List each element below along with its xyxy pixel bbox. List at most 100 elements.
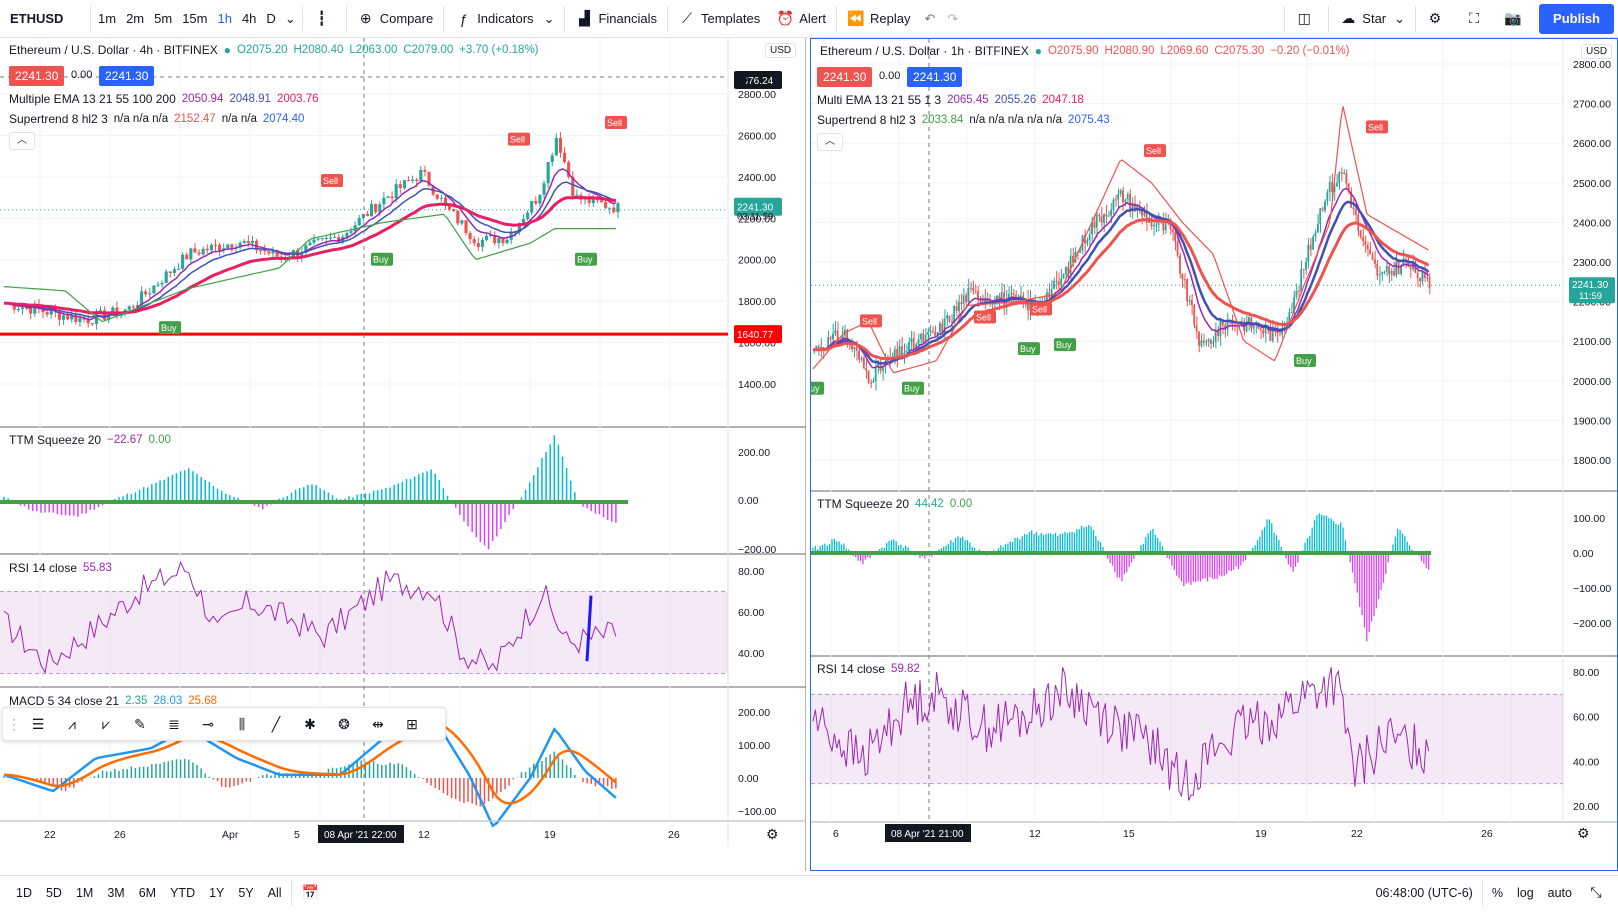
ema-line [812, 187, 1430, 369]
range-1m[interactable]: 1M [75, 885, 94, 900]
brush-icon[interactable]: ✎ [134, 715, 146, 732]
left-supertrend-legend[interactable]: Supertrend 8 hl2 3 n/a n/a n/a 2152.47 n… [9, 112, 304, 126]
log-scale-toggle[interactable]: log [1516, 885, 1534, 900]
templates-button[interactable]: ⟋ Templates [670, 0, 768, 38]
left-chart[interactable]: 2800.00 2600.00 2400.00 2200.00 2000.00 1800.… [0, 38, 806, 871]
interval-2m[interactable]: 2m [126, 11, 145, 26]
candle-body [898, 346, 901, 358]
left-rsi-legend[interactable]: RSI 14 close 55.83 [9, 561, 112, 575]
signal-buy-label: Buy [811, 384, 820, 394]
publish-button[interactable]: Publish [1539, 3, 1614, 34]
candle-body [1150, 217, 1153, 227]
range-ytd[interactable]: YTD [170, 885, 196, 900]
range-1d[interactable]: 1D [16, 885, 32, 900]
left-macd-legend[interactable]: MACD 5 34 close 21 2.35 28.03 25.68 [9, 694, 217, 708]
long-position-icon[interactable]: ⫼ [238, 715, 246, 732]
interval-D[interactable]: D [266, 11, 276, 26]
visibility-dot-icon[interactable]: ● [223, 43, 231, 57]
time-tick-label: 26 [114, 829, 126, 841]
layout-button[interactable]: ◫ [1287, 0, 1326, 38]
candle-body [353, 225, 357, 232]
candle-body [948, 315, 951, 322]
left-currency-label[interactable]: USD [765, 43, 797, 58]
crosshair-plus-icon[interactable] [735, 74, 747, 86]
clock-timezone[interactable]: 06:48:00 (UTC-6) [1375, 885, 1473, 900]
abcd-pattern-icon[interactable]: ⩗ [102, 715, 110, 732]
left-sell-button[interactable]: 2241.30 [9, 66, 65, 86]
fib-retracement-icon[interactable]: ☰ [31, 715, 45, 732]
pattern-icon[interactable]: ⩘ [68, 715, 76, 732]
undo-icon[interactable]: ↶ [924, 10, 936, 26]
candle-body [542, 183, 546, 195]
visibility-dot-icon[interactable]: ● [1034, 44, 1042, 58]
candle-body [1378, 274, 1381, 276]
right-chart-canvas[interactable]: 2800.00 2700.00 2600.00 2500.00 2400.00 2300.… [811, 39, 1617, 870]
range-6m[interactable]: 6M [138, 885, 157, 900]
right-currency-label[interactable]: USD [1581, 44, 1613, 59]
replay-button[interactable]: ⏪ Replay [839, 0, 918, 38]
fib-spiral-icon[interactable]: ❂ [338, 715, 350, 732]
right-supertrend-legend[interactable]: Supertrend 8 hl2 3 2033.84 n/a n/a n/a n… [817, 113, 1110, 127]
candle-body [1402, 259, 1405, 266]
redo-icon[interactable]: ↷ [947, 10, 959, 26]
auto-scale-toggle[interactable]: auto [1547, 885, 1572, 900]
right-symbol-title[interactable]: Ethereum / U.S. Dollar · 1h · BITFINEX [820, 44, 1029, 58]
range-5y[interactable]: 5Y [238, 885, 254, 900]
left-buy-button[interactable]: 2241.30 [99, 66, 155, 86]
right-rsi-value: 59.82 [891, 663, 920, 675]
chart-properties-button[interactable]: ⤡ [1579, 874, 1618, 912]
right-ema-legend[interactable]: Multi EMA 13 21 55 1 3 2065.45 2055.26 2… [817, 93, 1084, 107]
range-5d[interactable]: 5D [45, 885, 62, 900]
fullscreen-button[interactable]: ⛶ [1457, 0, 1496, 38]
interval-1m[interactable]: 1m [98, 11, 117, 26]
xabcd-icon[interactable]: ✱ [304, 715, 316, 732]
layout-name-button[interactable]: ☁ Star ⌄ [1331, 0, 1413, 38]
candle-body [1283, 326, 1286, 329]
drag-handle-icon[interactable]: ⋮ [7, 715, 21, 732]
cloud-icon: ☁ [1341, 10, 1356, 26]
trend-line-icon[interactable]: ╱ [271, 715, 281, 732]
goto-date-button[interactable]: 📅 [294, 874, 333, 912]
trend-line-drawing[interactable] [585, 595, 593, 662]
signal-buy-tag [371, 252, 393, 266]
collapse-legend-button[interactable]: ︿ [817, 133, 843, 151]
alert-button[interactable]: ⏰ Alert [768, 0, 834, 38]
indicators-button[interactable]: ƒ Indicators ⌄ [446, 0, 562, 38]
settings-button[interactable]: ⚙ [1418, 0, 1457, 38]
range-3m[interactable]: 3M [107, 885, 125, 900]
right-buy-button[interactable]: 2241.30 [907, 67, 963, 87]
range-1y[interactable]: 1Y [209, 885, 225, 900]
interval-15m[interactable]: 15m [182, 11, 208, 26]
right-rsi-legend[interactable]: RSI 14 close 59.82 [817, 662, 920, 676]
candle-body [263, 250, 267, 252]
candle-body [1347, 183, 1350, 192]
left-chart-canvas[interactable]: 2800.00 2600.00 2400.00 2200.00 2000.00 1800.… [0, 38, 806, 871]
date-price-range-icon[interactable]: ⊞ [406, 715, 418, 732]
left-ema-legend[interactable]: Multiple EMA 13 21 55 100 200 2050.94 20… [9, 92, 319, 106]
macd-line [3, 714, 617, 828]
interval-4h[interactable]: 4h [241, 11, 257, 26]
percent-scale-toggle[interactable]: % [1491, 885, 1503, 900]
ttm-tick-label: −200.00 [738, 544, 776, 556]
right-ttm-legend[interactable]: TTM Squeeze 20 44.42 0.00 [817, 497, 972, 511]
interval-1h[interactable]: 1h [217, 11, 232, 26]
chart-type-button[interactable]: ┇ [305, 0, 344, 38]
left-symbol-title[interactable]: Ethereum / U.S. Dollar · 4h · BITFINEX [9, 43, 218, 57]
left-ttm-legend[interactable]: TTM Squeeze 20 −22.67 0.00 [9, 433, 171, 447]
right-sell-button[interactable]: 2241.30 [817, 67, 873, 87]
financials-button[interactable]: ▟ Financials [567, 0, 665, 38]
chevron-down-icon[interactable]: ⌄ [284, 10, 296, 26]
interval-5m[interactable]: 5m [154, 11, 173, 26]
rsi-tick-label: 60.00 [738, 607, 764, 619]
symbol-search[interactable]: ETHUSD [10, 11, 64, 26]
measure-icon[interactable]: ⇹ [372, 715, 384, 732]
right-ema-label: Multi EMA 13 21 55 1 3 [817, 93, 942, 107]
right-chart[interactable]: 2800.00 2700.00 2600.00 2500.00 2400.00 2300.… [810, 38, 1618, 871]
time-tick-label: 22 [1351, 828, 1363, 840]
fib-channel-icon[interactable]: ≣ [168, 715, 180, 732]
ray-icon[interactable]: ⊸ [202, 715, 214, 732]
collapse-legend-button[interactable]: ︿ [9, 132, 35, 150]
range-all[interactable]: All [267, 885, 282, 900]
compare-button[interactable]: ⊕ Compare [349, 0, 441, 38]
snapshot-button[interactable]: 📷 [1496, 0, 1535, 38]
